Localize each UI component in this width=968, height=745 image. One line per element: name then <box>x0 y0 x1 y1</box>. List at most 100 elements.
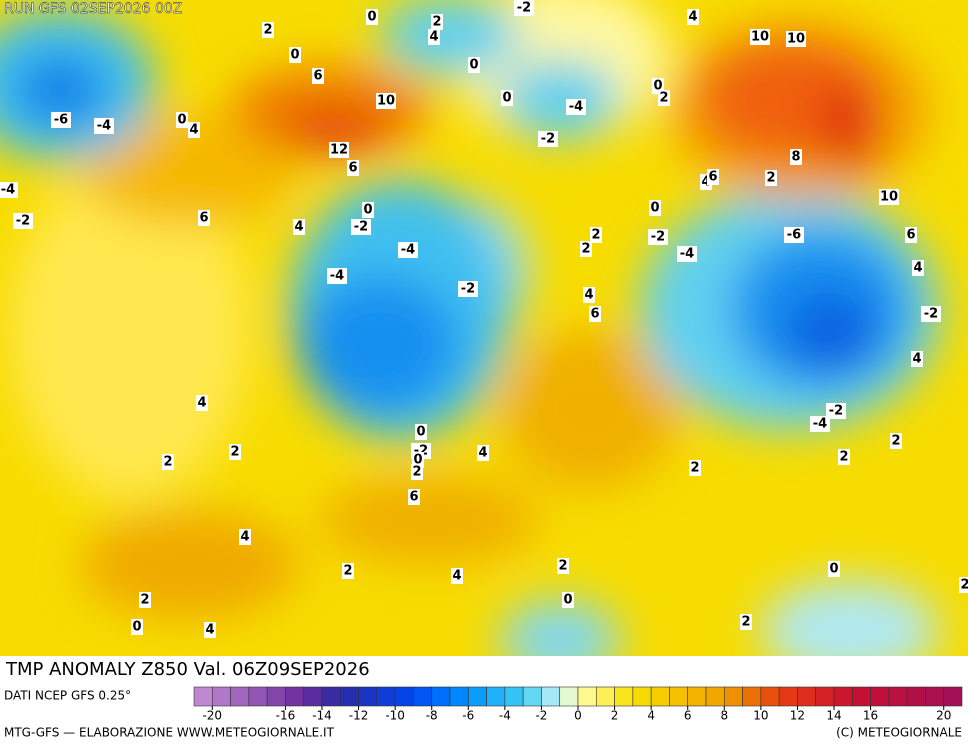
contour-label: -4 <box>401 243 415 258</box>
label-bg <box>912 260 924 276</box>
label-bg <box>458 281 478 297</box>
contour-label: 2 <box>230 445 239 460</box>
colorbar-tick-label: 4 <box>647 709 655 723</box>
contour-label: 0 <box>650 201 659 216</box>
contour-label: -4 <box>330 269 344 284</box>
contour-label: 2 <box>412 465 421 480</box>
label-bg <box>431 14 443 30</box>
label-bg <box>959 577 968 593</box>
contour-label: 4 <box>197 396 206 411</box>
colorbar-cell <box>632 686 652 707</box>
contour-label: 2 <box>581 242 590 257</box>
contour-label: -2 <box>829 404 843 419</box>
label-bg <box>590 227 602 243</box>
label-bg <box>131 619 143 635</box>
colorbar-cell <box>467 686 487 707</box>
contour-label: -4 <box>569 100 583 115</box>
colorbar-tick-label: -8 <box>426 709 438 723</box>
colorbar-cell <box>358 686 378 707</box>
colorbar-cell <box>413 686 433 707</box>
contour-label: -4 <box>1 183 15 198</box>
label-bg <box>765 170 777 186</box>
colorbar-cell <box>266 686 286 707</box>
label-bg <box>139 592 151 608</box>
label-bg <box>262 22 274 38</box>
colorbar-cell <box>193 686 213 707</box>
colorbar-tick-label: -14 <box>312 709 332 723</box>
label-bg <box>790 149 802 165</box>
title-box <box>0 656 440 684</box>
contour-label: 0 <box>502 91 511 106</box>
contour-label: 10 <box>880 190 898 205</box>
label-bg <box>740 614 752 630</box>
label-bg <box>13 213 33 229</box>
label-bg <box>176 112 188 128</box>
label-bg <box>477 445 489 461</box>
contour-label: 2 <box>741 615 750 630</box>
label-bg <box>687 9 699 25</box>
label-bg <box>838 449 850 465</box>
contour-label: 4 <box>240 530 249 545</box>
colorbar-cell <box>230 686 250 707</box>
contour-label: 0 <box>177 113 186 128</box>
colorbar-cell <box>705 686 725 707</box>
contour-label: 10 <box>787 32 805 47</box>
label-bg <box>905 227 917 243</box>
label-bg <box>828 561 840 577</box>
contour-label: 4 <box>429 30 438 45</box>
label-bg <box>707 169 719 185</box>
contour-label: 2 <box>960 578 968 593</box>
contour-label: 2 <box>659 91 668 106</box>
colorbar-cell <box>577 686 597 707</box>
colorbar-cell <box>394 686 414 707</box>
label-bg <box>342 563 354 579</box>
label-bg <box>911 351 923 367</box>
contour-label: -4 <box>813 417 827 432</box>
colorbar-cell <box>486 686 506 707</box>
contour-label: 4 <box>189 123 198 138</box>
colorbar-cell <box>797 686 817 707</box>
colorbar-tick-label: 10 <box>753 709 768 723</box>
colorbar-cell <box>815 686 835 707</box>
contour-label: 0 <box>416 425 425 440</box>
colorbar-cell <box>943 686 963 707</box>
label-bg <box>562 592 574 608</box>
label-bg <box>366 9 378 25</box>
contour-label: -2 <box>354 220 368 235</box>
label-bg <box>94 118 114 134</box>
label-bg <box>589 306 601 322</box>
label-bg <box>327 268 347 284</box>
colorbar-cell <box>925 686 945 707</box>
colorbar-cell <box>870 686 890 707</box>
label-bg <box>0 182 18 198</box>
colorbar-cell <box>211 686 231 707</box>
contour-label: 12 <box>330 143 348 158</box>
label-bg <box>188 122 200 138</box>
credit: MTG-GFS — ELABORAZIONE WWW.METEOGIORNALE… <box>4 726 335 740</box>
contour-label: 0 <box>469 58 478 73</box>
label-bg <box>428 29 440 45</box>
colorbar-tick-label: 20 <box>936 709 951 723</box>
contour-label: 2 <box>263 23 272 38</box>
label-bg <box>649 200 661 216</box>
label-bg <box>921 306 941 322</box>
label-bg <box>376 93 396 109</box>
contour-label: -2 <box>651 230 665 245</box>
contour-label: 2 <box>591 228 600 243</box>
colorbar-cell <box>285 686 305 707</box>
colorbar-tick-label: -20 <box>202 709 222 723</box>
colorbar-cell <box>449 686 469 707</box>
colorbar-cell <box>760 686 780 707</box>
colorbar-tick-label: 8 <box>720 709 728 723</box>
colorbar-cell <box>321 686 341 707</box>
label-bg <box>538 131 558 147</box>
label-bg <box>239 529 251 545</box>
contour-label: 8 <box>791 150 800 165</box>
label-bg <box>198 210 210 226</box>
label-bg <box>677 246 697 262</box>
colorbar-cell <box>504 686 524 707</box>
label-bg <box>229 444 241 460</box>
label-bg <box>162 454 174 470</box>
label-bg <box>689 460 701 476</box>
